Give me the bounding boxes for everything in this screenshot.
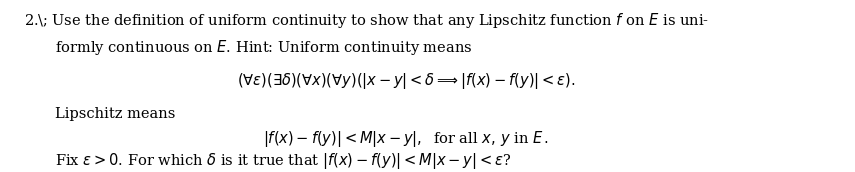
Text: $(\forall\epsilon)(\exists\delta)(\forall x)(\forall y)(|x-y|<\delta\Longrightar: $(\forall\epsilon)(\exists\delta)(\foral…	[237, 71, 575, 91]
Text: 2.\; Use the definition of uniform continuity to show that any Lipschitz functio: 2.\; Use the definition of uniform conti…	[25, 11, 710, 30]
Text: Lipschitz means: Lipschitz means	[56, 107, 175, 121]
Text: Fix $\epsilon>0$. For which $\delta$ is it true that $|f(x)-f(y)|<M|x-y|<\epsilo: Fix $\epsilon>0$. For which $\delta$ is …	[56, 151, 511, 171]
Text: $|f(x)-f(y)|<M|x-y|,\;$ for all $x,\, y$ in $E\,.$: $|f(x)-f(y)|<M|x-y|,\;$ for all $x,\, y$…	[263, 129, 550, 149]
Text: formly continuous on $E$. Hint: Uniform continuity means: formly continuous on $E$. Hint: Uniform …	[56, 38, 473, 57]
